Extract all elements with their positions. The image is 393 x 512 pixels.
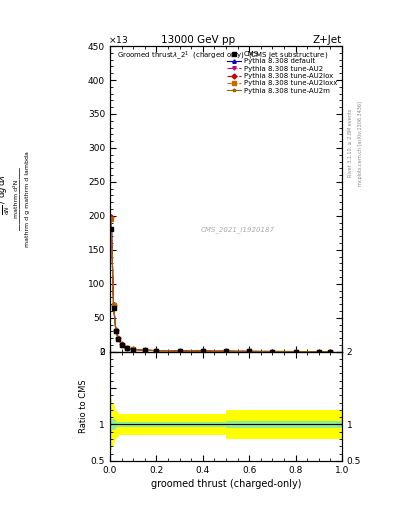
Text: CMS_2021_I1920187: CMS_2021_I1920187	[200, 226, 275, 233]
Text: $\times 13$: $\times 13$	[108, 34, 128, 46]
Text: Z+Jet: Z+Jet	[313, 35, 342, 46]
Text: mathrm d²N
─────────────────
mathrm d g mathrm d lambda: mathrm d²N ───────────────── mathrm d g …	[14, 151, 30, 247]
Text: Rivet 3.1.10, ≥ 2.8M events: Rivet 3.1.10, ≥ 2.8M events	[348, 109, 353, 178]
Text: mcplots.cern.ch [arXiv:1306.3436]: mcplots.cern.ch [arXiv:1306.3436]	[358, 101, 363, 186]
X-axis label: groomed thrust (charged-only): groomed thrust (charged-only)	[151, 479, 301, 489]
Y-axis label: Ratio to CMS: Ratio to CMS	[79, 379, 88, 433]
Text: Groomed thrust$\lambda\_2^1$  (charged only)  (CMS jet substructure): Groomed thrust$\lambda\_2^1$ (charged on…	[117, 49, 328, 62]
Legend: CMS, Pythia 8.308 default, Pythia 8.308 tune-AU2, Pythia 8.308 tune-AU2lox, Pyth: CMS, Pythia 8.308 default, Pythia 8.308 …	[224, 48, 340, 97]
Text: 13000 GeV pp: 13000 GeV pp	[161, 35, 235, 46]
Text: $\frac{1}{\mathrm{d}N}$ / $\mathrm{d}g\,\mathrm{d}\lambda$: $\frac{1}{\mathrm{d}N}$ / $\mathrm{d}g\,…	[0, 174, 12, 215]
